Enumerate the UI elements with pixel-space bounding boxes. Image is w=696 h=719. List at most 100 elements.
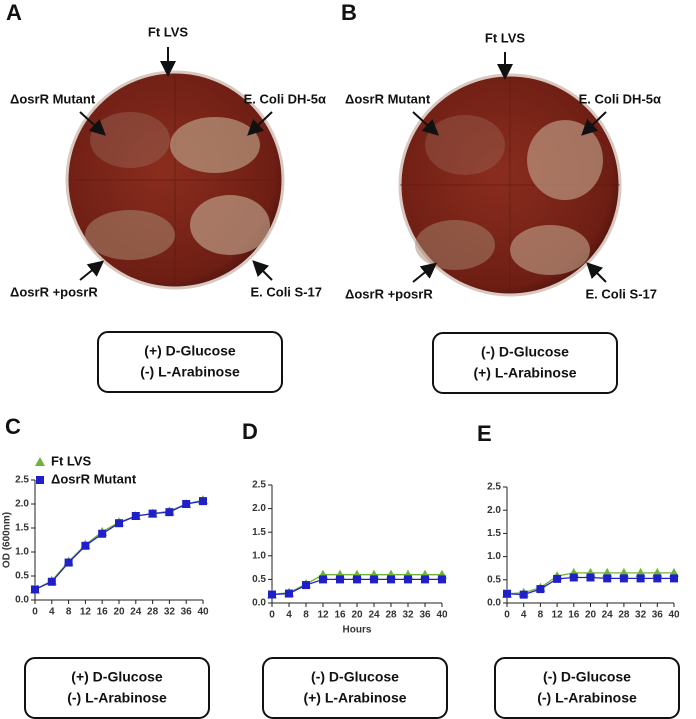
marker [653,574,662,583]
legend-marker [35,457,45,466]
y-tick-label: 2.5 [487,482,501,493]
arrows [79,47,607,283]
condition-box [432,332,618,394]
plate-annotation: ΔosrR +posrR [345,286,433,301]
x-tick-label: 36 [652,610,664,621]
legend-label: ΔosrR Mutant [51,471,137,486]
x-tick-label: 28 [147,607,159,618]
x-tick-label: 32 [402,610,414,621]
marker [98,529,107,538]
y-tick-label: 2.0 [15,499,29,510]
x-tick-label: 28 [385,610,397,621]
x-tick-label: 36 [419,610,431,621]
x-tick-label: 24 [368,610,380,621]
x-tick-label: 0 [32,607,38,618]
condition-text: (+) L-Arabinose [303,690,406,706]
x-tick-label: 32 [635,610,647,621]
marker [536,585,545,594]
x-tick-label: 12 [552,610,564,621]
x-tick-label: 24 [130,607,142,618]
plate-annotation: ΔosrR +posrR [10,284,98,299]
marker [336,575,344,584]
y-axis-label: OD (600nm) [2,512,13,568]
x-tick-label: 40 [436,610,448,621]
marker [619,574,628,583]
x-tick-label: 12 [317,610,329,621]
panel-label: A [6,0,22,25]
marker [302,581,310,590]
y-tick-label: 0.5 [252,574,266,585]
panel-label: E [477,421,492,446]
marker [165,508,174,517]
x-tick-label: 20 [351,610,363,621]
marker [115,519,123,528]
y-tick-label: 2.0 [252,503,266,514]
series-line [34,500,204,591]
condition-box [24,657,210,719]
x-tick-label: 20 [113,607,125,618]
x-tick-label: 32 [164,607,176,618]
marker [148,509,157,518]
y-tick-label: 2.0 [487,505,501,516]
marker [47,577,56,586]
marker [503,589,511,598]
y-tick-label: 0.0 [15,595,29,606]
x-tick-label: 16 [97,607,109,618]
marker [421,575,429,584]
condition-text: (-) L-Arabinose [67,690,167,706]
condition-text: (-) D-Glucose [543,669,631,685]
condition-text: (-) L-Arabinose [537,690,637,706]
marker [519,590,528,599]
marker [387,575,395,584]
x-tick-label: 4 [49,607,55,618]
y-tick-label: 0.5 [487,574,501,585]
condition-text: (+) D-Glucose [71,669,163,685]
x-tick-label: 0 [269,610,275,621]
y-tick-label: 1.0 [15,547,29,558]
marker [199,497,207,506]
panel-label: C [5,414,21,439]
x-tick-label: 12 [80,607,92,618]
plate-annotation: Ft LVS [485,30,526,45]
marker [603,574,612,583]
marker [31,585,39,594]
x-tick-label: 0 [504,610,510,621]
plate-b [398,73,622,297]
condition-box [97,331,283,393]
x-tick-label: 36 [181,607,193,618]
x-tick-label: 8 [538,610,544,621]
condition-text: (-) L-Arabinose [140,364,240,380]
plate-annotation: E. Coli DH-5α [244,91,326,106]
series-line [34,499,204,591]
y-tick-label: 2.5 [15,475,29,486]
y-tick-label: 0.0 [487,598,501,609]
marker [268,590,276,599]
y-tick-label: 2.5 [252,480,266,491]
condition-box [494,657,680,719]
plate-annotation: E. Coli S-17 [250,284,322,299]
y-tick-label: 1.5 [487,528,501,539]
x-tick-label: 28 [618,610,630,621]
y-tick-label: 1.0 [487,551,501,562]
x-tick-label: 16 [334,610,346,621]
condition-text: (+) D-Glucose [144,343,236,359]
marker [438,575,446,584]
marker [370,575,378,584]
marker [64,558,73,567]
x-axis-label: Hours [343,625,372,636]
condition-box [262,657,448,719]
marker [81,541,90,550]
x-tick-label: 16 [568,610,580,621]
legend-marker [36,476,44,484]
condition-text: (-) D-Glucose [481,344,569,360]
x-tick-label: 8 [303,610,309,621]
condition-text: (+) L-Arabinose [473,365,576,381]
x-tick-label: 4 [286,610,292,621]
x-tick-label: 8 [66,607,72,618]
marker [319,575,327,584]
x-tick-label: 20 [585,610,597,621]
marker [353,575,361,584]
y-tick-label: 1.0 [252,550,266,561]
marker [586,573,595,582]
plate-annotation: E. Coli S-17 [585,286,657,301]
